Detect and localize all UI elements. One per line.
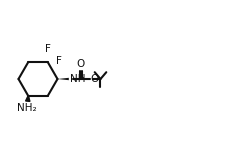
Text: F: F [56, 56, 62, 66]
Polygon shape [57, 78, 68, 80]
Text: O: O [90, 74, 98, 84]
Text: NH₂: NH₂ [17, 103, 37, 113]
Text: NH: NH [70, 74, 85, 84]
Text: O: O [76, 59, 84, 69]
Text: F: F [45, 44, 51, 54]
